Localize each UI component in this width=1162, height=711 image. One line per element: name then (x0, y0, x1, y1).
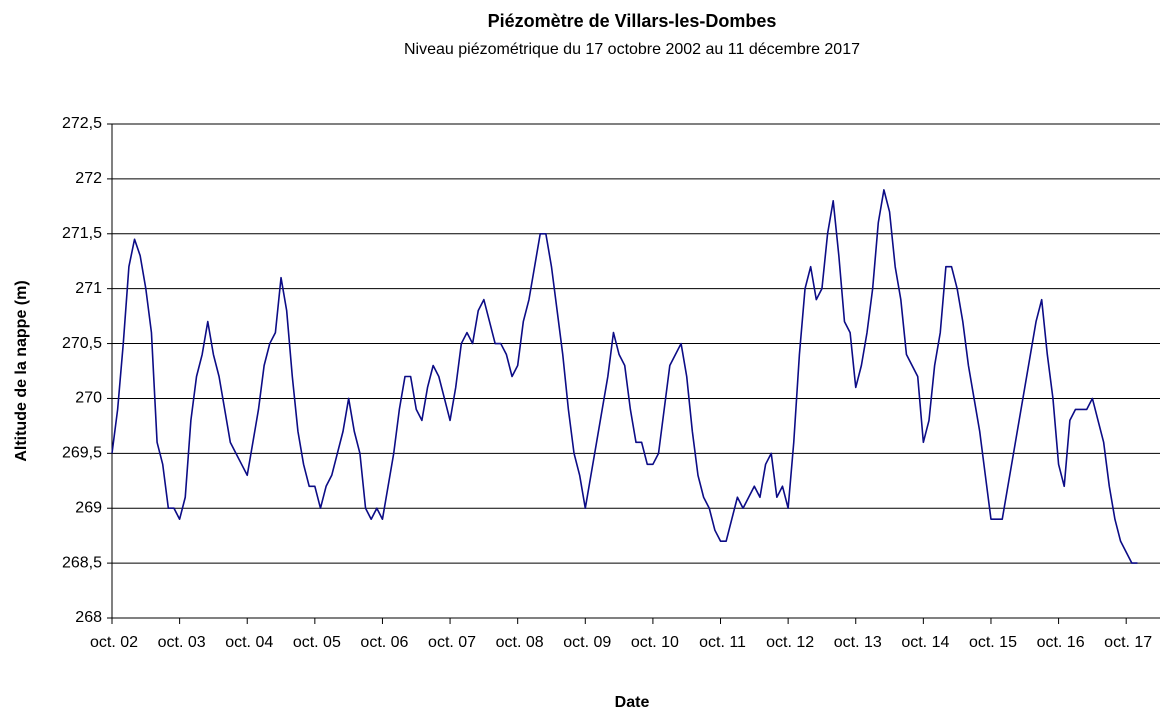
data-line (111, 189, 1138, 564)
y-tick-label: 268,5 (62, 554, 102, 571)
y-axis-title: Altitude de la nappe (m) (13, 280, 30, 461)
x-tick-label: oct. 09 (563, 634, 611, 651)
y-tick-label: 269,5 (62, 445, 102, 462)
x-tick-label: oct. 15 (969, 634, 1017, 651)
y-tick-label: 270,5 (62, 335, 102, 352)
x-tick-label: oct. 06 (360, 634, 408, 651)
x-tick-label: oct. 14 (901, 634, 949, 651)
y-tick-label: 268 (75, 609, 102, 626)
x-axis-title: Date (615, 694, 650, 711)
y-tick-label: 270 (75, 390, 102, 407)
x-tick-label: oct. 07 (428, 634, 476, 651)
x-tick-label: oct. 12 (766, 634, 814, 651)
y-tick-label: 272 (75, 170, 102, 187)
x-tick-label: oct. 03 (158, 634, 206, 651)
x-tick-label: oct. 11 (699, 634, 746, 651)
x-tick-label: oct. 13 (834, 634, 882, 651)
y-tick-label: 272,5 (62, 115, 102, 132)
x-tick-label: oct. 05 (293, 634, 341, 651)
x-tick-label: oct. 08 (496, 634, 544, 651)
chart-title: Piézomètre de Villars-les-Dombes (488, 11, 777, 31)
y-tick-label: 271 (75, 280, 102, 297)
x-tick-label: oct. 04 (225, 634, 273, 651)
x-tick-label: oct. 02 (90, 634, 138, 651)
y-tick-label: 269 (75, 499, 102, 516)
x-tick-label: oct. 16 (1037, 634, 1085, 651)
x-tick-label: oct. 10 (631, 634, 679, 651)
x-tick-label: oct. 17 (1104, 634, 1152, 651)
y-tick-label: 271,5 (62, 225, 102, 242)
chart-subtitle: Niveau piézométrique du 17 octobre 2002 … (404, 41, 860, 58)
